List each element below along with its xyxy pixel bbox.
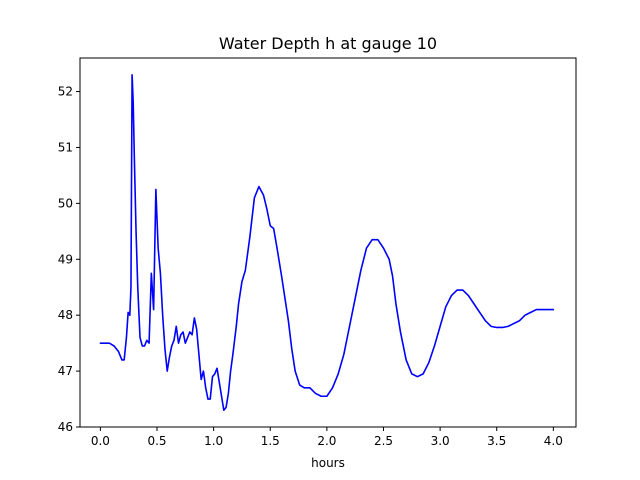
x-tick-label: 4.0 — [544, 434, 563, 448]
chart-title: Water Depth h at gauge 10 — [219, 34, 437, 53]
x-tick-label: 2.5 — [374, 434, 393, 448]
x-tick-label: 3.5 — [487, 434, 506, 448]
y-tick-label: 51 — [58, 140, 73, 154]
series-line-0 — [99, 73, 555, 412]
y-tick-label: 47 — [58, 364, 73, 378]
x-axis: 0.0 0.5 1.0 1.5 2.0 2.5 3.0 3.5 4.0 — [91, 427, 563, 448]
y-tick-label: 50 — [58, 196, 73, 210]
x-tick-label: 3.0 — [431, 434, 450, 448]
y-tick-label: 46 — [58, 420, 73, 434]
y-tick-label: 49 — [58, 252, 73, 266]
x-tick-label: 0.5 — [147, 434, 166, 448]
plot-area — [99, 73, 555, 412]
x-tick-label: 1.5 — [261, 434, 280, 448]
axes-frame — [79, 57, 577, 428]
x-axis-label: hours — [311, 456, 345, 470]
y-axis: 46 47 48 49 50 51 52 — [58, 85, 80, 434]
y-tick-label: 52 — [58, 85, 73, 99]
x-tick-label: 0.0 — [91, 434, 110, 448]
x-tick-label: 1.0 — [204, 434, 223, 448]
y-tick-label: 48 — [58, 308, 73, 322]
x-tick-label: 2.0 — [317, 434, 336, 448]
